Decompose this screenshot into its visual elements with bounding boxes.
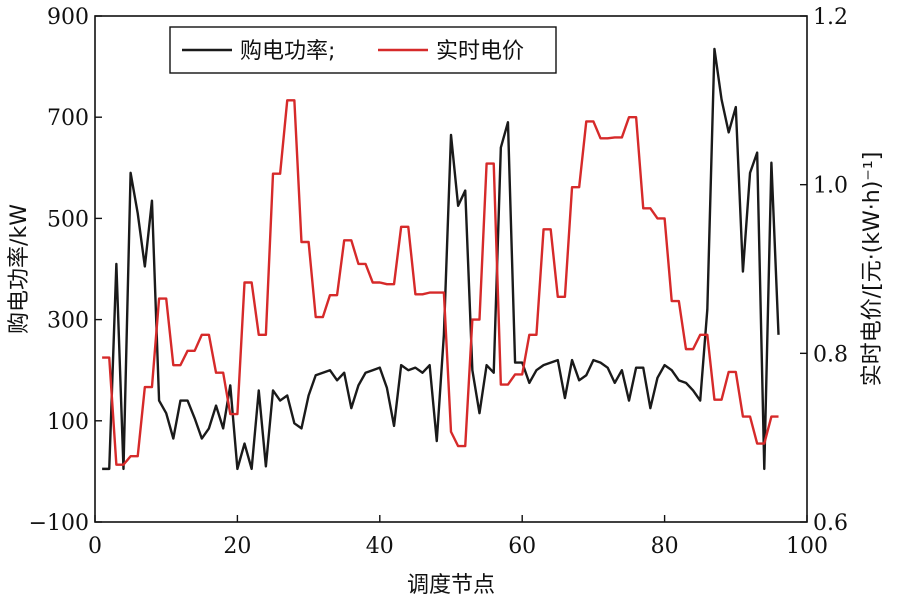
- x-axis-label: 调度节点: [407, 573, 495, 598]
- y-axis-label-left: 购电功率/kW: [7, 204, 32, 334]
- y-right-tick-label: 1.0: [813, 174, 848, 199]
- legend: 购电功率; 实时电价: [169, 26, 557, 74]
- legend-label-power: 购电功率;: [240, 39, 335, 64]
- y-left-tick-label: −100: [29, 511, 89, 536]
- y-left-tick-label: 300: [47, 309, 89, 334]
- y-left-tick-label: 500: [47, 207, 89, 232]
- x-tick-label: 40: [366, 534, 394, 559]
- legend-box: [169, 26, 557, 74]
- y-right-tick-label: 0.8: [813, 342, 848, 367]
- x-tick-label: 100: [786, 534, 828, 559]
- series-line-price: [102, 99, 779, 466]
- axis-ticks: [94, 15, 808, 523]
- series-lines: [102, 47, 780, 471]
- x-tick-label: 20: [223, 534, 251, 559]
- legend-label-price: 实时电价: [436, 39, 524, 64]
- series-line-power: [102, 47, 780, 471]
- y-axis-label-right: 实时电价/[元·(kW·h)⁻¹]: [860, 152, 885, 387]
- y-left-tick-label: 100: [47, 410, 89, 435]
- y-right-tick-label: 1.2: [813, 5, 848, 30]
- y-left-tick-label: 900: [47, 5, 89, 30]
- x-tick-label: 0: [88, 534, 102, 559]
- y-left-tick-label: 700: [47, 106, 89, 131]
- plot-frame: [94, 15, 808, 523]
- y-right-tick-label: 0.6: [813, 511, 848, 536]
- x-tick-label: 80: [651, 534, 679, 559]
- tick-labels: 0 20 40 60 80 100 −100 100 300 500 700 900 0.6 0.8 1.0…: [29, 5, 848, 559]
- x-tick-label: 60: [508, 534, 536, 559]
